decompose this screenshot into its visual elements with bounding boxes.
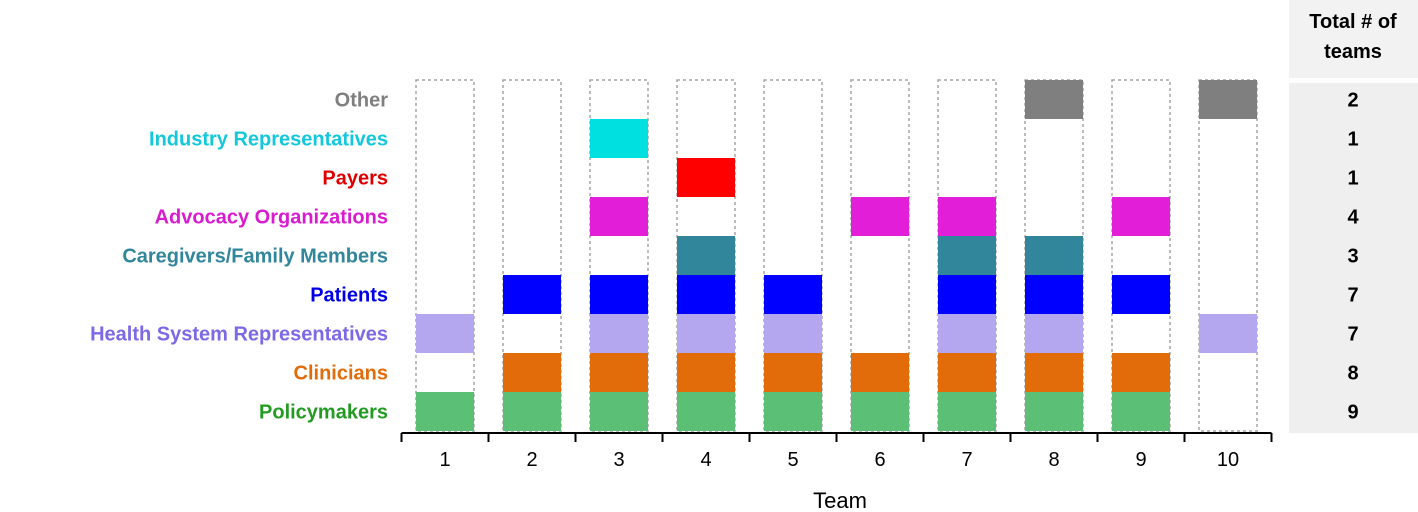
x-tick-label: 4 [700,449,711,471]
cell-patients-team-9 [1112,275,1170,314]
x-tick-label: 1 [439,449,450,471]
category-label: Advocacy Organizations [155,207,388,229]
cell-caregivers-family-members-team-8 [1025,236,1083,275]
category-label: Caregivers/Family Members [122,246,388,268]
cell-advocacy-organizations-team-3 [590,197,648,236]
cell-policymakers-team-1 [416,392,474,431]
cell-patients-team-8 [1025,275,1083,314]
cell-policymakers-team-6 [851,392,909,431]
cell-patients-team-2 [503,275,561,314]
cell-health-system-representatives-team-1 [416,314,474,353]
team-column-outline [415,79,475,432]
x-tick-label: 3 [613,449,624,471]
x-tick-label: 7 [961,449,972,471]
cell-clinicians-team-7 [938,353,996,392]
cell-advocacy-organizations-team-6 [851,197,909,236]
cell-other-team-8 [1025,80,1083,119]
category-label: Clinicians [294,363,388,385]
cell-clinicians-team-9 [1112,353,1170,392]
cell-patients-team-7 [938,275,996,314]
cells [416,80,1257,431]
total-value: 8 [1347,363,1358,385]
x-tick-label: 5 [787,449,798,471]
total-value: 2 [1347,90,1358,112]
team-column-outline [1198,79,1258,432]
cell-health-system-representatives-team-10 [1199,314,1257,353]
cell-caregivers-family-members-team-7 [938,236,996,275]
total-value: 7 [1347,324,1358,346]
total-value: 9 [1347,402,1358,424]
x-tick-label: 2 [526,449,537,471]
x-axis: 1 2 3 4 5 6 7 8 9 10 Team [400,432,1273,512]
x-tick-label: 8 [1048,449,1059,471]
cell-policymakers-team-7 [938,392,996,431]
totals-body-bg [1289,83,1418,433]
x-tick-label: 10 [1217,449,1239,471]
cell-policymakers-team-4 [677,392,735,431]
cell-other-team-10 [1199,80,1257,119]
cell-policymakers-team-5 [764,392,822,431]
cell-clinicians-team-8 [1025,353,1083,392]
cell-health-system-representatives-team-4 [677,314,735,353]
category-label: Other [335,90,389,112]
category-label: Policymakers [259,402,388,424]
cell-advocacy-organizations-team-9 [1112,197,1170,236]
totals-panel [1289,0,1418,433]
total-value: 7 [1347,285,1358,307]
totals-header-line: Total # of [1309,11,1397,33]
x-tick-label: 6 [874,449,885,471]
category-label: Patients [310,285,388,307]
cell-health-system-representatives-team-5 [764,314,822,353]
cell-health-system-representatives-team-3 [590,314,648,353]
cell-clinicians-team-4 [677,353,735,392]
cell-policymakers-team-2 [503,392,561,431]
cell-clinicians-team-6 [851,353,909,392]
total-value: 1 [1347,168,1358,190]
cell-patients-team-3 [590,275,648,314]
cell-patients-team-5 [764,275,822,314]
category-label: Health System Representatives [90,324,388,346]
totals-header-bg [1289,0,1418,78]
cell-patients-team-4 [677,275,735,314]
cell-health-system-representatives-team-7 [938,314,996,353]
cell-policymakers-team-8 [1025,392,1083,431]
total-value: 3 [1347,246,1358,268]
cell-policymakers-team-9 [1112,392,1170,431]
category-label: Industry Representatives [149,129,388,151]
cell-advocacy-organizations-team-7 [938,197,996,236]
cell-health-system-representatives-team-8 [1025,314,1083,353]
cell-caregivers-family-members-team-4 [677,236,735,275]
x-tick-label: 9 [1135,449,1146,471]
cell-industry-representatives-team-3 [590,119,648,158]
totals-header-line: teams [1324,41,1382,63]
cell-policymakers-team-3 [590,392,648,431]
x-axis-title: Team [813,488,867,512]
category-label: Payers [322,168,388,190]
cell-clinicians-team-2 [503,353,561,392]
total-value: 1 [1347,129,1358,151]
cell-clinicians-team-5 [764,353,822,392]
cell-clinicians-team-3 [590,353,648,392]
total-value: 4 [1347,207,1359,229]
cell-payers-team-4 [677,158,735,197]
category-labels: Other Industry Representatives Payers Advoc… [90,90,388,424]
totals-column: Total # of teams 2 1 1 4 3 7 7 8 9 [1309,11,1397,424]
